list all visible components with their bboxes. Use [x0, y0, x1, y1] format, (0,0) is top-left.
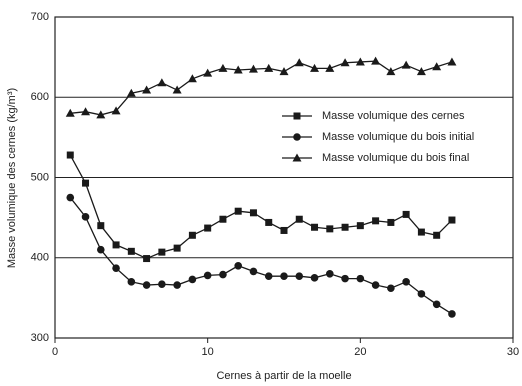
marker	[204, 224, 212, 232]
legend-marker	[293, 112, 301, 120]
marker	[66, 193, 75, 202]
marker	[97, 222, 105, 230]
marker	[234, 261, 242, 270]
legend-label: Masse volumique du bois initial	[322, 131, 474, 143]
marker	[341, 223, 349, 231]
y-tick-label: 500	[31, 171, 49, 183]
marker	[187, 74, 197, 83]
marker	[97, 245, 105, 254]
y-axis-title: Masse volumique des cernes (kg/m³)	[6, 88, 18, 268]
marker	[432, 62, 442, 71]
marker	[158, 248, 166, 256]
marker	[280, 226, 288, 234]
y-tick-label: 300	[31, 332, 49, 344]
marker	[249, 209, 257, 217]
marker	[371, 281, 380, 289]
marker	[203, 68, 213, 77]
marker	[82, 179, 90, 187]
marker	[172, 85, 182, 94]
marker	[142, 85, 152, 94]
marker	[416, 67, 426, 76]
marker	[264, 63, 274, 72]
marker	[402, 210, 410, 218]
marker	[295, 272, 304, 281]
marker	[81, 213, 90, 221]
marker	[96, 110, 106, 119]
legend-marker	[292, 153, 302, 162]
marker	[402, 278, 410, 286]
marker	[112, 241, 120, 249]
marker	[310, 274, 319, 282]
marker	[448, 216, 456, 224]
marker	[326, 270, 334, 278]
marker	[355, 57, 365, 66]
marker	[188, 231, 196, 239]
series-line	[69, 154, 453, 260]
marker	[295, 215, 303, 223]
y-tick-label: 400	[31, 252, 49, 264]
marker	[142, 281, 151, 289]
marker	[341, 274, 349, 283]
marker	[447, 57, 457, 66]
marker	[188, 275, 197, 284]
marker	[111, 106, 121, 115]
x-axis-title: Cernes à partir de la moelle	[216, 370, 351, 382]
y-tick-label: 700	[31, 11, 49, 23]
marker	[143, 255, 151, 263]
marker	[66, 151, 74, 159]
marker	[158, 280, 166, 289]
x-tick-label: 30	[507, 346, 519, 358]
marker	[81, 107, 91, 116]
legend-label: Masse volumique du bois final	[322, 152, 469, 164]
marker	[417, 290, 426, 298]
marker	[310, 63, 320, 72]
marker	[356, 222, 364, 230]
marker	[401, 60, 411, 69]
marker	[234, 207, 242, 215]
marker	[219, 215, 227, 223]
y-tick-label: 600	[31, 91, 49, 103]
marker	[126, 88, 136, 97]
marker	[264, 272, 273, 281]
marker	[233, 65, 243, 74]
marker	[326, 225, 334, 233]
marker	[372, 217, 380, 225]
marker	[432, 300, 441, 309]
marker	[386, 67, 396, 76]
marker	[433, 231, 441, 239]
x-tick-label: 0	[52, 346, 58, 358]
marker	[127, 278, 136, 286]
marker	[279, 67, 289, 76]
marker	[173, 281, 181, 289]
marker	[356, 274, 365, 283]
series-line	[69, 197, 453, 315]
legend-label: Masse volumique des cernes	[322, 110, 465, 122]
marker	[294, 58, 304, 67]
marker	[203, 271, 212, 280]
marker	[112, 264, 120, 272]
marker	[387, 218, 395, 226]
marker	[157, 78, 167, 87]
marker	[325, 63, 335, 72]
marker	[340, 58, 350, 67]
marker	[127, 247, 135, 255]
x-tick-label: 20	[354, 346, 366, 358]
marker	[280, 272, 288, 281]
marker	[311, 223, 319, 231]
marker	[417, 228, 425, 236]
marker	[387, 284, 395, 293]
marker	[249, 267, 258, 276]
marker	[265, 218, 273, 226]
legend-marker	[293, 133, 301, 141]
marker	[219, 270, 227, 279]
marker	[448, 310, 456, 318]
marker	[65, 108, 75, 117]
marker	[248, 64, 258, 73]
marker	[173, 244, 181, 252]
series-line	[70, 60, 453, 116]
x-tick-label: 10	[202, 346, 214, 358]
marker	[218, 63, 228, 72]
marker	[371, 56, 381, 65]
